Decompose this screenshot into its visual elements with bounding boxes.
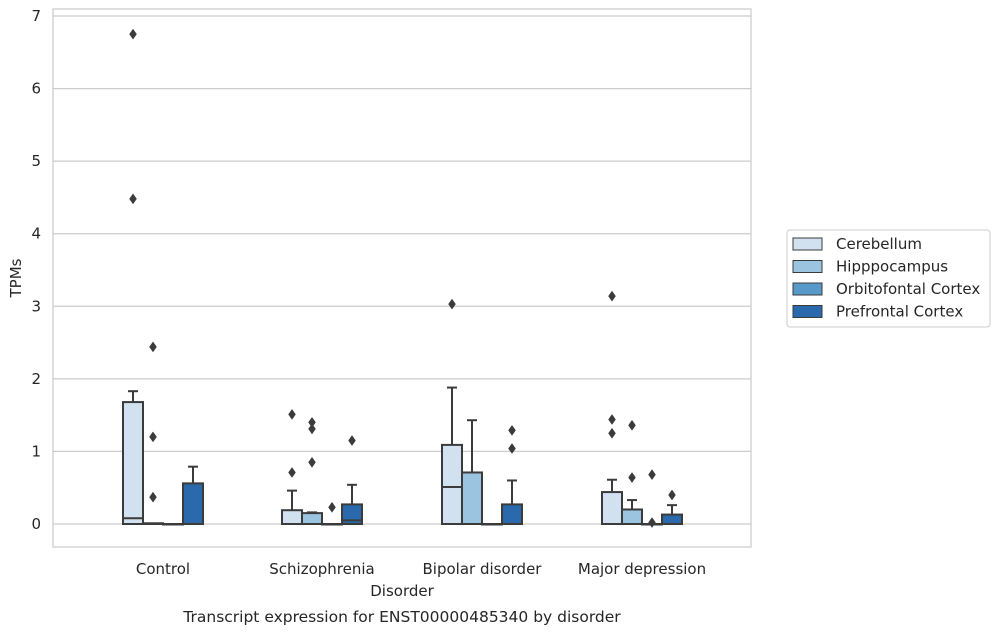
box-body — [461, 471, 483, 525]
legend-label: Orbitofontal Cortex — [836, 280, 980, 298]
outlier-point — [648, 517, 656, 528]
outlier-point — [628, 419, 636, 431]
box-body — [301, 512, 323, 525]
legend-swatch — [792, 305, 823, 318]
gridlines — [53, 15, 751, 525]
outlier-point — [308, 456, 316, 468]
outlier-point — [448, 298, 456, 310]
box-body — [501, 503, 523, 525]
outlier-point — [508, 443, 516, 454]
outlier-point — [668, 489, 676, 501]
legend-frame — [786, 229, 991, 328]
box-body — [621, 508, 643, 526]
legend-label: Cerebellum — [836, 235, 922, 253]
box-prefrontal-cortex — [501, 424, 523, 525]
outlier-point — [328, 501, 336, 513]
box-cerebellum — [441, 298, 463, 526]
box-hipppocampus — [461, 419, 483, 525]
outlier-point — [288, 408, 296, 420]
box-orbitofontal-cortex — [481, 523, 503, 526]
outlier-point — [508, 424, 516, 436]
y-tick-label: 3 — [31, 297, 41, 315]
box-hipppocampus — [301, 416, 323, 525]
y-tick-label: 0 — [31, 515, 41, 533]
y-axis-label: TPMs — [7, 258, 25, 298]
box-cerebellum — [122, 28, 144, 525]
x-axis-ticks: Control Schizophrenia Bipolar disorder Majo… — [136, 560, 706, 578]
box-prefrontal-cortex — [182, 465, 204, 525]
legend-swatch — [792, 282, 823, 296]
chart-title: Transcript expression for ENST0000048534… — [182, 608, 621, 626]
legend-swatch — [792, 260, 823, 273]
y-axis-ticks: 0 1 2 3 4 5 6 7 — [31, 7, 41, 533]
x-axis-label: Disorder — [370, 582, 434, 600]
box-hipppocampus — [621, 419, 643, 526]
legend-label: Prefrontal Cortex — [836, 303, 963, 321]
box-orbitofontal-cortex — [162, 523, 184, 526]
x-tick-label: Major depression — [578, 560, 706, 578]
y-tick-label: 1 — [31, 442, 41, 460]
box-body — [601, 491, 623, 526]
x-tick-label: Schizophrenia — [269, 560, 374, 578]
legend-swatch — [792, 237, 823, 251]
box-body — [441, 443, 463, 526]
box-cerebellum — [601, 290, 623, 526]
box-prefrontal-cortex — [341, 435, 363, 525]
y-tick-label: 2 — [31, 370, 41, 388]
outlier-point — [288, 467, 296, 478]
outlier-point — [628, 472, 636, 483]
y-tick-label: 5 — [31, 152, 41, 170]
x-tick-label: Control — [136, 560, 190, 578]
outlier-point — [608, 290, 616, 302]
box-body — [341, 503, 363, 525]
box-groups — [122, 28, 683, 528]
outlier-point — [129, 28, 137, 40]
y-tick-label: 4 — [31, 225, 41, 243]
plot-frame — [52, 8, 752, 548]
outlier-point — [308, 423, 316, 435]
outlier-point — [129, 193, 137, 205]
outlier-point — [149, 491, 157, 503]
legend-label: Hipppocampus — [836, 258, 948, 276]
outlier-point — [608, 414, 616, 425]
box-body — [281, 509, 303, 525]
y-tick-label: 7 — [31, 7, 41, 25]
outlier-point — [648, 469, 656, 481]
outlier-point — [348, 435, 356, 446]
y-tick-label: 6 — [31, 80, 41, 98]
outlier-point — [149, 341, 157, 353]
box-body — [182, 482, 204, 525]
box-prefrontal-cortex — [661, 489, 683, 526]
legend: Cerebellum Hipppocampus Orbitofontal Corte… — [786, 229, 991, 328]
outlier-point — [608, 427, 616, 439]
box-body — [661, 513, 683, 526]
x-tick-label: Bipolar disorder — [423, 560, 543, 578]
box-body — [122, 401, 144, 525]
outlier-point — [149, 431, 157, 443]
